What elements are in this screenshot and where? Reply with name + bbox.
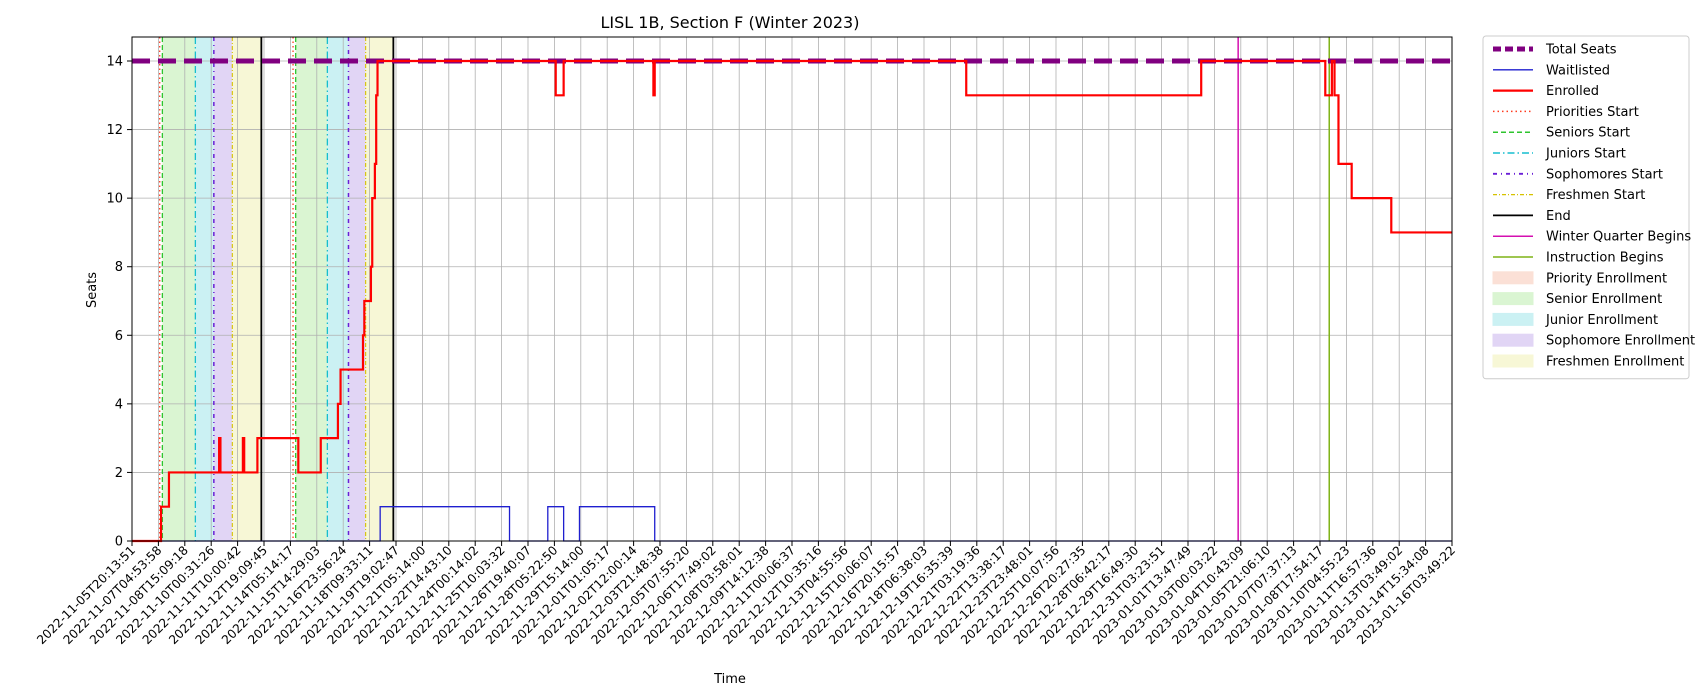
enrollment-phase-bands xyxy=(162,37,394,541)
legend-swatch xyxy=(1492,333,1534,347)
legend-label: Sophomores Start xyxy=(1546,167,1663,182)
x-axis: 2022-11-05T20:13:512022-11-07T04:53:5820… xyxy=(34,541,1458,647)
chart-title: LISL 1B, Section F (Winter 2023) xyxy=(601,13,860,32)
y-tick-label: 8 xyxy=(115,260,123,275)
legend-label: Total Seats xyxy=(1545,43,1617,58)
phase-band xyxy=(348,37,366,541)
y-tick-label: 12 xyxy=(106,123,123,138)
legend-label: Winter Quarter Begins xyxy=(1546,230,1691,245)
series-line xyxy=(132,506,1452,542)
legend-label: Seniors Start xyxy=(1546,126,1630,141)
legend-swatch xyxy=(1492,354,1534,368)
legend-label: Sophomore Enrollment xyxy=(1546,334,1695,349)
legend-label: Junior Enrollment xyxy=(1545,313,1658,328)
y-tick-label: 0 xyxy=(115,535,123,550)
legend-label: Freshmen Enrollment xyxy=(1546,355,1684,370)
legend-label: Enrolled xyxy=(1546,84,1599,99)
phase-band xyxy=(213,37,233,541)
legend-box xyxy=(1482,35,1690,380)
series-line xyxy=(132,59,1452,543)
legend-label: Senior Enrollment xyxy=(1546,292,1662,307)
phase-band xyxy=(162,37,196,541)
legend-swatch xyxy=(1492,271,1534,285)
x-axis-label: Time xyxy=(713,672,746,687)
y-axis: 0 2 4 6 8 10 12 14 xyxy=(106,55,132,550)
legend-label: End xyxy=(1546,209,1571,224)
legend-swatch xyxy=(1492,312,1534,326)
legend-label: Priority Enrollment xyxy=(1546,271,1667,286)
y-tick-label: 14 xyxy=(106,55,123,70)
legend-label: Instruction Begins xyxy=(1546,251,1664,266)
legend-label: Waitlisted xyxy=(1546,63,1610,78)
legend: Total Seats Waitlisted Enrolled Priorities … xyxy=(1482,35,1695,380)
phase-band xyxy=(295,37,328,541)
y-tick-label: 2 xyxy=(115,466,123,481)
legend-label: Freshmen Start xyxy=(1546,188,1645,203)
y-tick-label: 10 xyxy=(106,192,123,207)
phase-marker-lines xyxy=(159,37,1330,541)
phase-band xyxy=(195,37,214,541)
series-lines xyxy=(132,58,1452,543)
y-tick-label: 6 xyxy=(115,329,123,344)
legend-label: Priorities Start xyxy=(1546,105,1639,120)
phase-band xyxy=(327,37,349,541)
y-axis-label: Seats xyxy=(85,272,100,308)
legend-label: Juniors Start xyxy=(1545,147,1626,162)
y-tick-label: 4 xyxy=(115,397,123,412)
legend-swatch xyxy=(1492,292,1534,306)
grid-lines xyxy=(131,37,1453,542)
